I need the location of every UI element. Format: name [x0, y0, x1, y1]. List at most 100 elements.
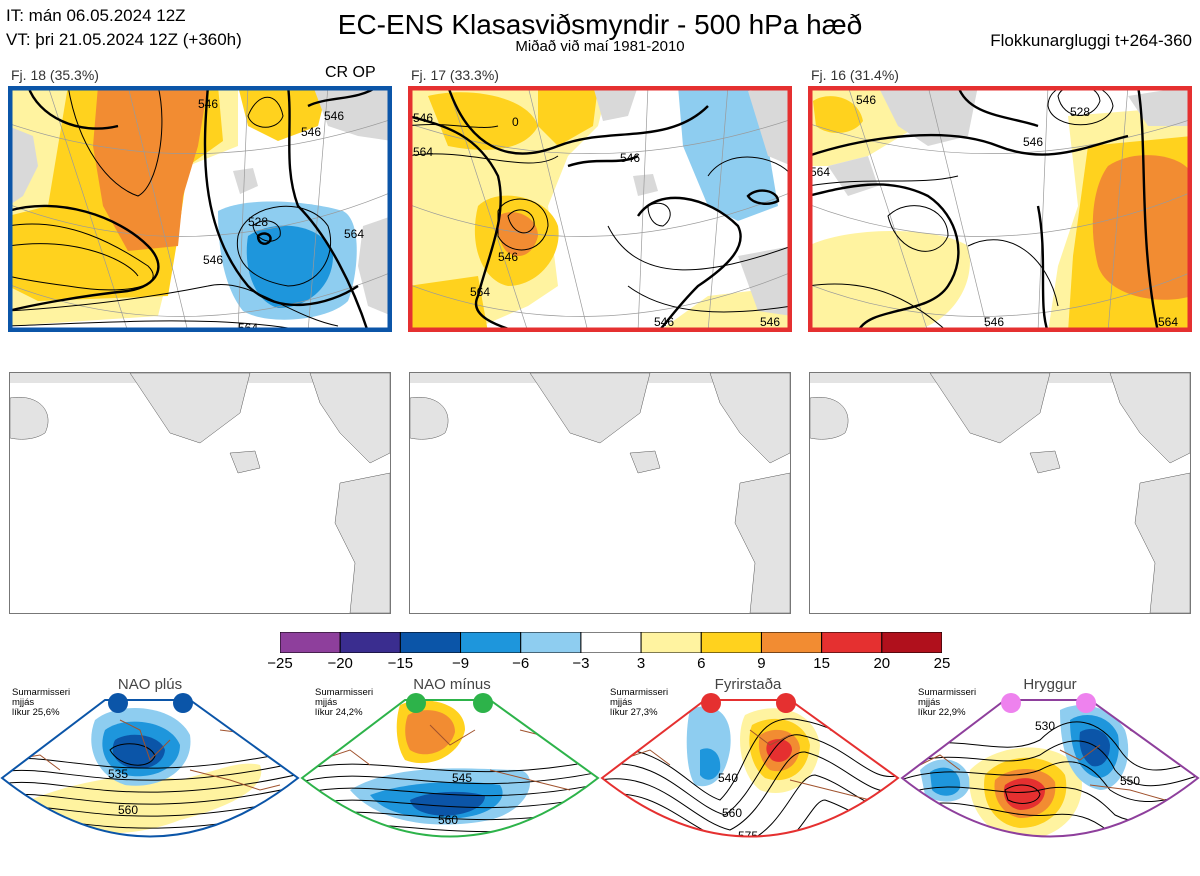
regime-1-note: Sumarmisseri mjjás líkur 25,6% — [12, 687, 71, 718]
regime-map-2: 545 560 575 — [300, 690, 600, 871]
regime-1-clabel: 535 — [108, 767, 128, 781]
colorbar-tick-label: −20 — [327, 655, 353, 672]
colorbar — [279, 631, 943, 654]
colorbar-swatch — [760, 631, 823, 654]
cluster-map-2-clabel: 546 — [413, 111, 433, 125]
panel-2-label: Fj. 17 (33.3%) — [411, 67, 499, 83]
cluster-map-3-clabel: 528 — [1070, 105, 1090, 119]
cluster-map-2-clabel: 564 — [413, 145, 433, 159]
regime-1-title: NAO plús — [117, 676, 183, 693]
cluster-map-2-clabel: 546 — [620, 151, 640, 165]
cluster-map-3-border — [808, 86, 1192, 332]
regime-map-1: 535 560 — [0, 690, 300, 871]
panel-1-tag: CR OP — [325, 64, 376, 81]
cluster-map-3-clabel: 546 — [984, 315, 1004, 329]
colorbar-tick-label: 3 — [636, 655, 646, 672]
colorbar-swatch — [640, 631, 702, 654]
colorbar-swatch — [700, 631, 762, 654]
cluster-map-3: 546 528 546 564 546 564 — [808, 86, 1192, 332]
panel-1-label: Fj. 18 (35.3%) — [11, 67, 99, 83]
regime-4-marker — [1001, 693, 1021, 713]
regime-4-title: Hryggur — [1023, 676, 1077, 693]
colorbar-swatch — [881, 631, 943, 654]
cluster-map-1-clabel: 546 — [198, 97, 218, 111]
regime-2-clabel: 560 — [438, 813, 458, 827]
colorbar-tick-label: −9 — [451, 655, 470, 672]
cluster-map-1-clabel: 546 — [203, 253, 223, 267]
blank-map-1 — [9, 372, 391, 614]
cluster-map-2-clabel: 546 — [654, 315, 674, 329]
cluster-map-2-clabel: 564 — [470, 285, 490, 299]
page-title: EC-ENS Klasasviðsmyndir - 500 hPa hæð — [337, 9, 863, 40]
vt-line: VT: þri 21.05.2024 12Z (+360h) — [6, 30, 242, 49]
cluster-map-2-clabel: 0 — [512, 115, 519, 129]
regime-4-outline — [900, 699, 1200, 838]
regime-3-clabel: 560 — [722, 806, 742, 820]
regime-2-title: NAO mínus — [413, 676, 491, 693]
regime-4-clabel: 530 — [1035, 719, 1055, 733]
colorbar-swatch — [399, 631, 462, 654]
colorbar-tick-label: 25 — [933, 655, 951, 672]
regime-2-marker — [473, 693, 493, 713]
blank-map-3 — [809, 372, 1191, 614]
blank-map-2 — [409, 372, 791, 614]
colorbar-tick-label: 6 — [697, 655, 706, 672]
regime-2-note: Sumarmisseri mjjás líkur 24,2% — [315, 687, 374, 718]
cluster-map-1-clabel: 564 — [238, 321, 258, 332]
regime-2-clabel: 545 — [452, 771, 472, 785]
cluster-map-2: 546 564 546 546 564 0 546 546 — [408, 86, 792, 332]
regime-2-clabel: 575 — [448, 847, 468, 861]
colorbar-swatches — [279, 631, 943, 654]
cluster-map-1-clabel: 546 — [301, 125, 321, 139]
regime-3-clabel: 540 — [718, 771, 738, 785]
regime-map-3: 540 560 575 — [600, 690, 900, 871]
colorbar-tick-label: 20 — [873, 655, 891, 672]
colorbar-tick-label: −3 — [572, 655, 590, 672]
colorbar-swatch — [460, 631, 522, 654]
it-line: IT: mán 06.05.2024 12Z — [6, 6, 186, 25]
cluster-map-2-border — [408, 86, 792, 332]
colorbar-swatch — [821, 631, 883, 654]
cluster-map-1-clabel: 546 — [324, 109, 344, 123]
panel-3-label: Fj. 16 (31.4%) — [811, 67, 899, 83]
regime-1-marker — [108, 693, 128, 713]
colorbar-swatch — [580, 631, 642, 654]
regime-3-clabel: 575 — [738, 829, 758, 843]
colorbar-swatch — [339, 631, 401, 654]
regime-1-marker — [173, 693, 193, 713]
cluster-map-1: 546 546 546 528 546 564 564 — [8, 86, 392, 332]
colorbar-tick-label: 15 — [813, 655, 830, 672]
regime-4-marker — [1076, 693, 1096, 713]
classification-window: Flokkunargluggi t+264-360 — [990, 31, 1192, 50]
regime-4-clabel: 550 — [1120, 774, 1140, 788]
cluster-map-2-clabel: 546 — [760, 315, 780, 329]
regime-3-marker — [776, 693, 796, 713]
cluster-map-2-clabel: 546 — [498, 250, 518, 264]
colorbar-swatch — [520, 631, 582, 654]
cluster-map-3-clabel: 564 — [810, 165, 830, 179]
cluster-map-1-border — [8, 86, 392, 332]
colorbar-tick-label: −15 — [387, 655, 414, 672]
cluster-map-3-clabel: 564 — [1158, 315, 1178, 329]
regime-3-note: Sumarmisseri mjjás líkur 27,3% — [610, 687, 669, 718]
regime-3-marker — [701, 693, 721, 713]
colorbar-tick-label: −25 — [267, 655, 293, 672]
regime-1-clabel: 560 — [118, 803, 138, 817]
cluster-map-3-clabel: 546 — [1023, 135, 1043, 149]
colorbar-tick-label: −6 — [512, 655, 530, 672]
colorbar-tick-label: 9 — [757, 655, 766, 672]
regime-4-note: Sumarmisseri mjjás líkur 22,9% — [918, 687, 977, 718]
regime-2-marker — [406, 693, 426, 713]
cluster-map-1-clabel: 564 — [344, 227, 364, 241]
regime-1-outline — [0, 699, 300, 838]
regime-map-4: 530 550 575 — [900, 690, 1200, 871]
colorbar-swatch — [279, 631, 341, 654]
page-subtitle: Miðað við maí 1981-2010 — [515, 38, 685, 55]
regime-3-title: Fyrirstaða — [714, 676, 782, 693]
regime-4-clabel: 575 — [1090, 836, 1110, 850]
colorbar-ticks: −25 −20 −15 −9 −6 −3 3 6 9 15 20 25 — [267, 655, 950, 675]
regime-2-outline — [300, 699, 600, 838]
cluster-map-3-clabel: 546 — [856, 93, 876, 107]
cluster-map-1-clabel: 528 — [248, 215, 268, 229]
regime-3-outline — [600, 699, 900, 838]
